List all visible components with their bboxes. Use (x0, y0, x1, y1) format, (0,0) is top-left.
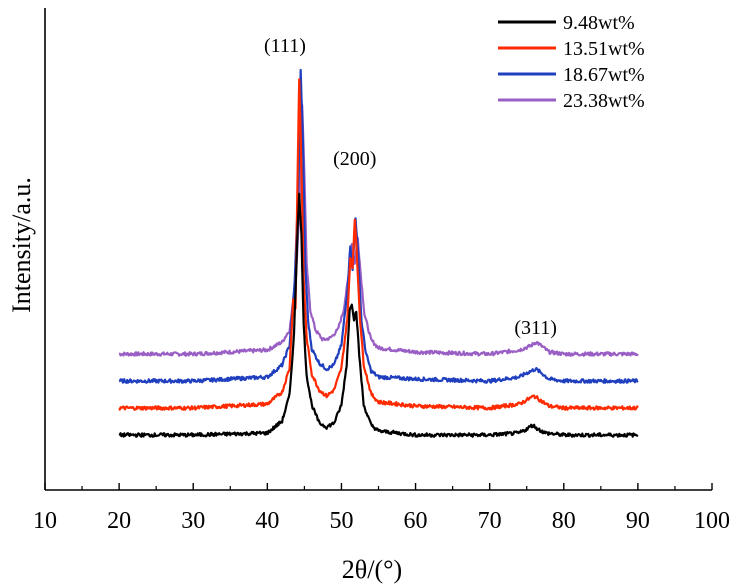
legend: 9.48wt% 13.51wt% 18.67wt% 23.38wt% (498, 12, 645, 112)
x-tick-label: 100 (694, 508, 730, 534)
x-tick-label: 90 (626, 508, 650, 534)
x-tick-label: 30 (181, 508, 205, 534)
x-axis-title: 2θ/(°) (342, 555, 402, 584)
series-layer (118, 68, 639, 438)
x-tick-label: 40 (255, 508, 279, 534)
peak-label: (200) (333, 148, 376, 170)
x-tick-label: 10 (33, 508, 57, 534)
legend-label: 18.67wt% (563, 64, 645, 86)
x-tick-label: 80 (552, 508, 576, 534)
legend-label: 13.51wt% (563, 38, 645, 60)
x-tick-label: 60 (404, 508, 428, 534)
y-axis-title: Intensity/a.u. (7, 177, 36, 313)
x-tick-label: 70 (478, 508, 502, 534)
x-ticks: 10 20 30 40 50 60 70 80 90 100 (33, 483, 730, 534)
x-tick-label: 20 (107, 508, 131, 534)
peak-label: (311) (514, 317, 557, 339)
series-line-2 (118, 68, 639, 384)
peak-label: (111) (264, 35, 306, 57)
legend-label: 23.38wt% (563, 90, 645, 112)
series-line-3 (118, 103, 639, 357)
series-line-1 (118, 78, 639, 411)
x-tick-label: 50 (329, 508, 353, 534)
legend-label: 9.48wt% (563, 12, 635, 34)
peak-labels: (111) (200) (311) (264, 35, 557, 339)
series-line-0 (118, 192, 639, 438)
